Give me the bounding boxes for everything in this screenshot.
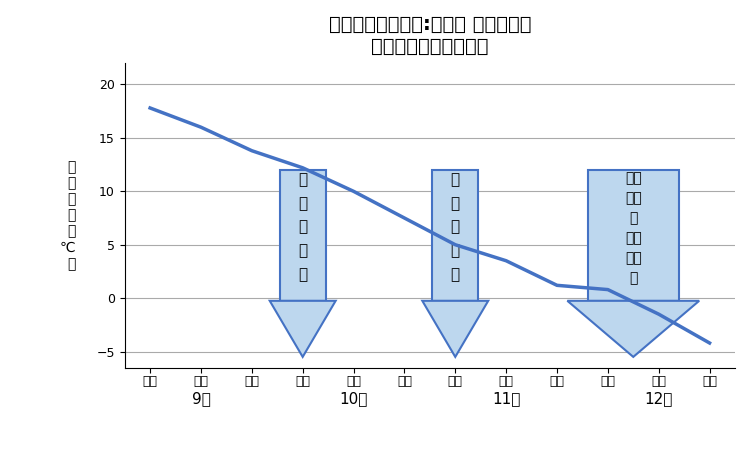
Bar — [587, 170, 679, 301]
Text: だい: だい — [625, 171, 642, 185]
Bar — [280, 170, 326, 301]
Text: い: い — [298, 243, 307, 258]
Y-axis label: 最
低
気
温
（
℃
）: 最 低 気 温 （ ℃ ） — [60, 160, 76, 271]
Text: い: い — [451, 243, 460, 258]
Text: 他: 他 — [629, 272, 638, 286]
Polygon shape — [567, 301, 699, 357]
Text: 10月: 10月 — [339, 391, 368, 406]
Polygon shape — [422, 301, 488, 357]
Text: じ: じ — [451, 172, 460, 187]
Text: つ: つ — [298, 196, 307, 211]
Text: が: が — [451, 219, 460, 235]
Text: ・: ・ — [629, 211, 638, 225]
Text: も: も — [451, 267, 460, 282]
Text: ゃ: ゃ — [451, 196, 460, 211]
Text: も: も — [298, 267, 307, 282]
Text: 9月: 9月 — [191, 391, 211, 406]
Polygon shape — [270, 301, 336, 357]
Text: はく: はく — [625, 231, 642, 245]
Text: さ: さ — [298, 172, 307, 187]
Title: 最低気温（平年値:高山市 アメダス）
と野菜の貯蔵開始時期: 最低気温（平年値:高山市 アメダス） と野菜の貯蔵開始時期 — [328, 15, 531, 56]
Text: 12月: 12月 — [644, 391, 673, 406]
Text: ま: ま — [298, 219, 307, 235]
Bar — [433, 170, 478, 301]
Text: こん: こん — [625, 191, 642, 205]
Text: さい: さい — [625, 251, 642, 266]
Text: 11月: 11月 — [492, 391, 520, 406]
